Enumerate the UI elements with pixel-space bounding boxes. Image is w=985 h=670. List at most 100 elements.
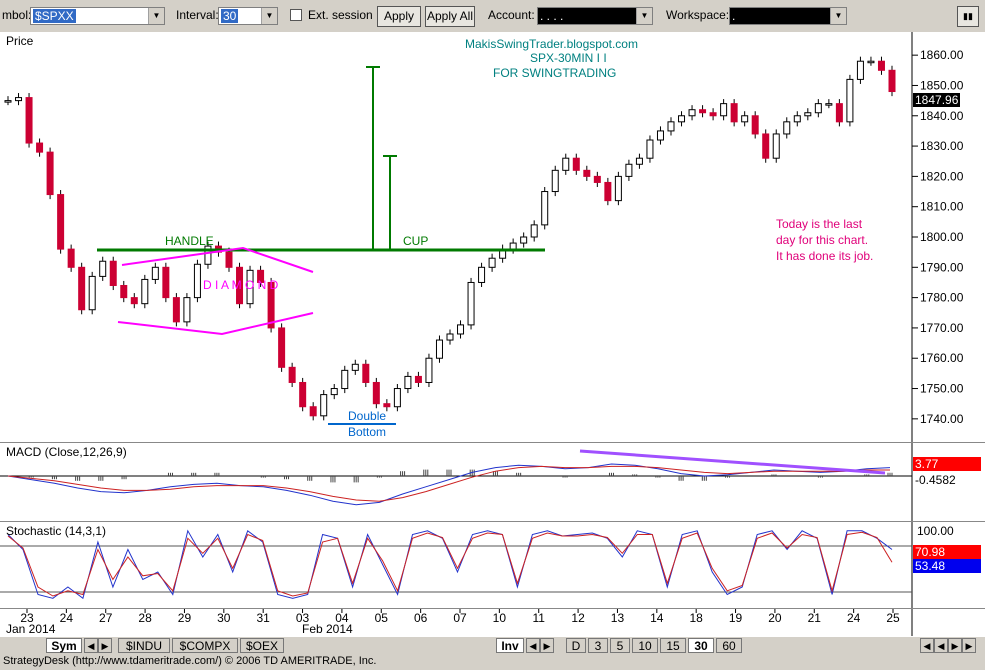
sym-tab-oex[interactable]: $OEX <box>240 638 284 653</box>
apply-all-button[interactable]: Apply All <box>425 6 475 27</box>
symbol-combo[interactable]: $SPXX ▼ <box>30 7 165 25</box>
candle-up <box>562 157 570 171</box>
candle-down <box>172 297 180 323</box>
candle-up <box>15 97 23 102</box>
candle-up <box>204 245 212 265</box>
candle-down <box>36 142 44 153</box>
diamond-lower-line <box>117 312 314 336</box>
top-toolbar: mbol: $SPXX ▼ Interval: 30 ▼ Ext. sessio… <box>0 0 985 33</box>
handle-label: HANDLE <box>165 234 214 248</box>
candle-down <box>699 109 707 114</box>
double-bottom-label-1: Double <box>348 409 386 423</box>
sym-tab[interactable]: Sym <box>46 638 82 653</box>
candle-up <box>541 191 549 226</box>
price-pane: 1740.00 1750.00 1760.00 1770.00 1780.00 1790.… <box>0 32 985 443</box>
apply-button[interactable]: Apply <box>377 6 421 27</box>
chevron-down-icon[interactable]: ▼ <box>636 8 652 24</box>
candle-up <box>99 260 107 277</box>
workspace-value: . <box>732 9 736 23</box>
candle-up <box>320 394 328 417</box>
interval-combo[interactable]: 30 ▼ <box>218 7 278 25</box>
scroll-right-icon[interactable]: ▶ <box>540 638 554 653</box>
x-tick-label: 21 <box>808 611 822 625</box>
x-tick-label: 18 <box>690 611 704 625</box>
candle-up <box>667 121 675 132</box>
workspace-combo[interactable]: . ▼ <box>729 7 847 25</box>
candle-up <box>867 60 875 64</box>
candle-down <box>288 366 296 383</box>
x-tick-label: 29 <box>178 611 192 625</box>
candle-down <box>225 251 233 268</box>
price-tick-label: 1850.00 <box>920 78 964 92</box>
x-tick-label: 11 <box>532 611 545 625</box>
macd-divergence-line <box>579 449 886 475</box>
candle-down <box>372 381 380 405</box>
scroll-right-icon[interactable]: ▶ <box>98 638 112 653</box>
candle-up <box>530 224 538 238</box>
candle-down <box>362 363 370 383</box>
x-tick-label: 10 <box>493 611 507 625</box>
candle-up <box>646 139 654 159</box>
inv-tab[interactable]: Inv <box>496 638 524 653</box>
candle-up <box>446 333 454 341</box>
stoch-d-line <box>7 531 893 597</box>
price-tick-label: 1780.00 <box>920 291 964 305</box>
chevron-down-icon[interactable]: ▼ <box>830 8 846 24</box>
double-bottom-label-2: Bottom <box>348 425 386 439</box>
scroll-last-icon[interactable]: ▶ <box>962 638 976 653</box>
candle-down <box>109 260 117 286</box>
x-axis: 23 24 27 28 29 30 31 03 04 05 06 07 10 11 12 13 14 18 19 20… <box>0 609 985 636</box>
account-combo[interactable]: . . . . ▼ <box>537 7 653 25</box>
window-menu-button[interactable]: ▮▮ <box>957 6 979 27</box>
macd-chart <box>0 443 913 521</box>
interval-tab-60[interactable]: 60 <box>716 638 742 653</box>
candle-down <box>762 133 770 159</box>
candle-down <box>130 297 138 305</box>
candle-down <box>299 381 307 408</box>
x-tick-label: 25 <box>886 611 900 625</box>
price-pane-label: Price <box>6 34 34 48</box>
candle-up <box>804 112 812 117</box>
scroll-right-icon[interactable]: ▶ <box>948 638 962 653</box>
interval-tab-5[interactable]: 5 <box>610 638 630 653</box>
sym-tab-compx[interactable]: $COMPX <box>172 638 238 653</box>
workspace-label: Workspace: <box>666 8 730 22</box>
stochastic-pane-label: Stochastic (14,3,1) <box>6 524 107 538</box>
candle-up <box>720 103 728 117</box>
symbol-value: $SPXX <box>33 9 76 23</box>
watermark-line-3: FOR SWINGTRADING <box>493 66 616 80</box>
price-chart: 1740.00 1750.00 1760.00 1770.00 1780.00 1790.… <box>4 32 964 442</box>
stoch-k-line <box>7 529 893 600</box>
candle-up <box>846 78 854 123</box>
candle-down <box>877 60 885 71</box>
candle-up <box>467 281 475 326</box>
candle-up <box>741 115 749 123</box>
scroll-left-icon[interactable]: ◀ <box>84 638 98 653</box>
interval-tab-15[interactable]: 15 <box>660 638 686 653</box>
candle-down <box>267 281 275 329</box>
price-tick-label: 1790.00 <box>920 260 964 274</box>
macd-pane-label: MACD (Close,12,26,9) <box>6 445 127 459</box>
interval-tab-3[interactable]: 3 <box>588 638 608 653</box>
x-tick-label: 03 <box>296 611 310 625</box>
candle-down <box>709 112 717 117</box>
interval-label: Interval: <box>176 8 219 22</box>
scroll-left-icon[interactable]: ◀ <box>526 638 540 653</box>
scroll-left-icon[interactable]: ◀ <box>934 638 948 653</box>
candle-up <box>4 100 12 103</box>
interval-tab-d[interactable]: D <box>566 638 586 653</box>
candle-up <box>488 257 496 268</box>
chevron-down-icon[interactable]: ▼ <box>148 8 164 24</box>
month-label-feb: Feb 2014 <box>302 622 353 636</box>
ext-session-checkbox[interactable] <box>290 9 302 21</box>
ext-session-label: Ext. session <box>308 8 373 22</box>
candle-up <box>435 339 443 359</box>
candle-down <box>835 103 843 123</box>
x-tick-label: 24 <box>847 611 861 625</box>
interval-tab-30[interactable]: 30 <box>688 638 714 653</box>
scroll-first-icon[interactable]: ◀ <box>920 638 934 653</box>
candle-up <box>351 363 359 371</box>
sym-tab-indu[interactable]: $INDU <box>118 638 170 653</box>
interval-tab-10[interactable]: 10 <box>632 638 658 653</box>
chevron-down-icon[interactable]: ▼ <box>261 8 277 24</box>
